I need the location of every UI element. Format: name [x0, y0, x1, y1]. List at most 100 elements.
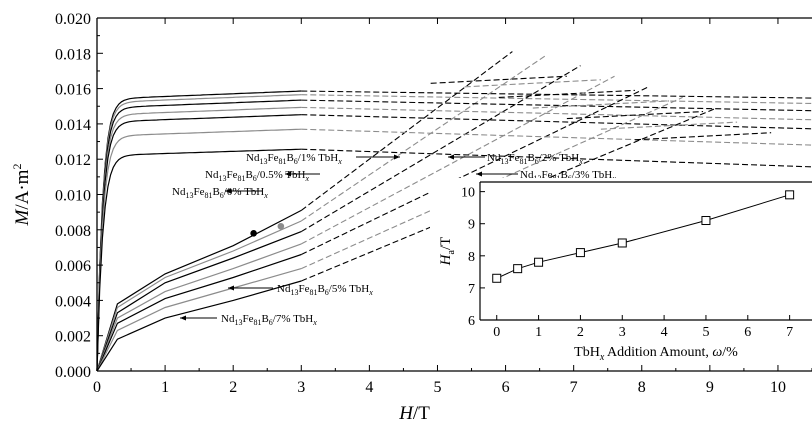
series-6-label: Nd13Fe81B6/7% TbHx	[221, 313, 317, 327]
series-3-label: Nd13Fe81B6/2% TbHx	[487, 152, 583, 166]
series-6	[96, 107, 812, 372]
series-2-annotation: Nd13Fe81B6/1% TbHx	[246, 152, 400, 166]
series-4-initial-curve	[96, 253, 302, 372]
series-1-return-dash	[464, 79, 601, 88]
y-tick-label-1: 0.002	[55, 329, 91, 346]
inset-x-axis-label: TbHx Addition Amount, ω/%	[574, 345, 738, 363]
inset-x-tick-label-1: 1	[535, 325, 542, 340]
series-2-label: Nd13Fe81B6/1% TbHx	[246, 152, 342, 166]
x-tick-label-10: 10	[770, 379, 786, 396]
series-1-saturation-branch	[96, 94, 302, 372]
x-tick-label-9: 9	[706, 379, 714, 396]
series-1-initial-dash	[300, 54, 547, 222]
y-tick-label-4: 0.008	[55, 223, 91, 240]
series-1-label: Nd13Fe81B6/0.5% TbHx	[205, 169, 309, 183]
main-plot-axes: 0 1 2 3 4 5 6 7 8 9 100.0000.0020.0040.0060.0080.0…	[55, 11, 812, 396]
series-3-saturation-dash	[301, 106, 812, 121]
series-5-return-dash	[600, 121, 738, 130]
series-0-initial-dash	[300, 51, 513, 211]
inset-point-3	[575, 248, 585, 258]
series-5-initial-curve	[96, 268, 302, 372]
y-tick-label-9: 0.018	[55, 46, 91, 63]
y-tick-label-10: 0.020	[55, 11, 91, 28]
series-0-annotation: Nd13Fe81B6/0% TbHx	[172, 186, 268, 200]
inset-point-2	[534, 257, 544, 267]
x-tick-label-1: 1	[161, 379, 169, 396]
inset-plot: 0 1 2 3 4 5 6 7 6 7 8 9 10	[461, 181, 812, 340]
series-0-endpoint-dot	[250, 230, 257, 237]
series-5-annotation: Nd13Fe81B6/5% TbHx	[228, 283, 373, 297]
inset-background	[430, 178, 812, 364]
series-0-label: Nd13Fe81B6/0% TbHx	[172, 186, 268, 200]
y-axis-label: M/A·m2	[10, 164, 33, 227]
inset-y-tick-label-6: 6	[468, 314, 475, 329]
series-4-initial-dash	[301, 86, 649, 256]
series-2-initial-curve	[96, 231, 302, 372]
series-6-arrow-head	[180, 315, 186, 321]
series-6-saturation-dash	[301, 148, 812, 168]
inset-point-1	[513, 264, 523, 274]
series-3-annotation: Nd13Fe81B6/2% TbHx	[448, 152, 583, 166]
series-2-saturation-dash	[301, 99, 812, 112]
series-0-return-dash	[430, 75, 567, 84]
x-axis-label: H/T	[398, 403, 430, 424]
series-4-arrow-head	[476, 171, 482, 177]
main-plot-curves	[96, 51, 812, 372]
series-6-initial-dash	[301, 107, 717, 282]
series-3-initial-dash	[301, 75, 615, 245]
series-3-initial-curve	[96, 243, 302, 372]
x-tick-label-4: 4	[365, 379, 373, 396]
inset-x-tick-label-2: 2	[577, 325, 584, 340]
series-5-label: Nd13Fe81B6/5% TbHx	[277, 283, 373, 297]
series-1-saturation-dash	[301, 94, 812, 105]
x-tick-label-8: 8	[638, 379, 646, 396]
series-3-arrow-head	[448, 154, 454, 160]
inset-x-tick-label-6: 6	[744, 325, 751, 340]
inset-point-0	[492, 273, 502, 283]
y-tick-label-8: 0.016	[55, 82, 91, 99]
series-4-saturation-branch	[96, 114, 302, 372]
main-plot-annotations: Nd13Fe81B6/0% TbHx Nd13Fe81B6/0.5% TbHx Nd…	[172, 152, 616, 327]
y-tick-label-5: 0.010	[55, 188, 91, 205]
series-5-arrow-head	[228, 285, 234, 291]
series-6-return-dash	[634, 132, 772, 141]
y-tick-label-3: 0.006	[55, 258, 91, 275]
inset-y-tick-label-7: 7	[468, 282, 475, 297]
series-1-arrow-head	[285, 171, 291, 177]
series-5-saturation-dash	[301, 128, 812, 146]
series-4-saturation-dash	[301, 114, 812, 130]
series-3-return-dash	[532, 100, 670, 109]
series-2	[96, 65, 812, 372]
series-2-initial-dash	[301, 65, 581, 233]
inset-y-axis-label: Ha/T	[438, 237, 457, 267]
series-5-saturation-branch	[96, 128, 302, 372]
inset-x-tick-label-5: 5	[702, 325, 709, 340]
inset-y-tick-label-8: 8	[468, 250, 475, 265]
series-6-saturation-branch	[96, 148, 302, 372]
series-1-annotation: Nd13Fe81B6/0.5% TbHx	[205, 169, 320, 183]
y-tick-label-6: 0.012	[55, 152, 91, 169]
inset-x-tick-label-4: 4	[661, 325, 668, 340]
series-2-arrow-head	[394, 154, 400, 160]
inset-y-tick-label-9: 9	[468, 218, 475, 233]
series-0-saturation-branch	[96, 90, 302, 372]
y-tick-label-0: 0.000	[55, 364, 91, 381]
series-6-initial-curve	[96, 280, 302, 372]
series-1-initial-curve	[96, 220, 302, 372]
x-tick-label-2: 2	[229, 379, 237, 396]
series-2-return-dash	[498, 89, 635, 98]
series-4-return-dash	[566, 110, 704, 120]
series-4	[96, 86, 812, 372]
inset-y-tick-label-10: 10	[461, 186, 475, 201]
x-tick-label-7: 7	[570, 379, 578, 396]
y-tick-label-7: 0.014	[55, 117, 91, 134]
series-0-arrow-head	[225, 188, 231, 194]
inset-x-tick-label-0: 0	[493, 325, 500, 340]
series-3-saturation-branch	[96, 106, 302, 372]
y-tick-label-2: 0.004	[55, 293, 91, 310]
series-6-annotation: Nd13Fe81B6/7% TbHx	[180, 313, 317, 327]
series-3	[96, 75, 812, 372]
inset-x-tick-label-7: 7	[786, 325, 793, 340]
series-1-endpoint-dot	[277, 222, 285, 230]
